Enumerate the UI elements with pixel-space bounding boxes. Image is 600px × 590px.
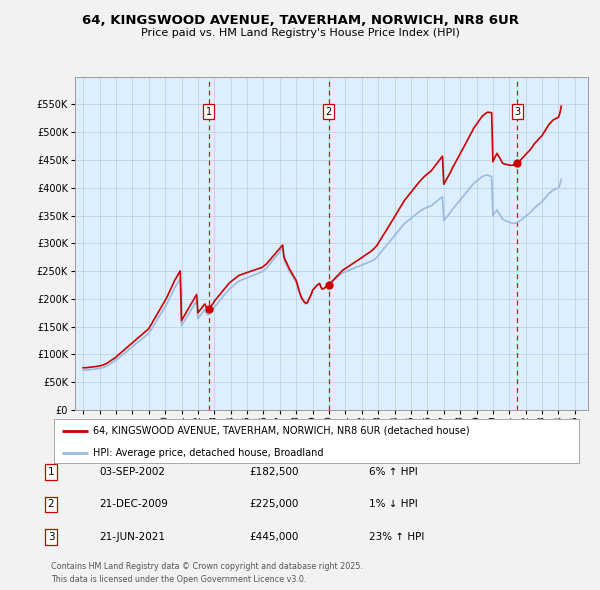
- Text: 03-SEP-2002: 03-SEP-2002: [99, 467, 165, 477]
- Text: £445,000: £445,000: [249, 532, 298, 542]
- Text: 1: 1: [206, 107, 212, 117]
- Text: 1: 1: [47, 467, 55, 477]
- Text: 2: 2: [47, 500, 55, 509]
- Text: Price paid vs. HM Land Registry's House Price Index (HPI): Price paid vs. HM Land Registry's House …: [140, 28, 460, 38]
- Text: 64, KINGSWOOD AVENUE, TAVERHAM, NORWICH, NR8 6UR (detached house): 64, KINGSWOOD AVENUE, TAVERHAM, NORWICH,…: [94, 426, 470, 436]
- Text: 1% ↓ HPI: 1% ↓ HPI: [369, 500, 418, 509]
- Text: 2: 2: [325, 107, 332, 117]
- Text: £225,000: £225,000: [249, 500, 298, 509]
- Text: Contains HM Land Registry data © Crown copyright and database right 2025.: Contains HM Land Registry data © Crown c…: [51, 562, 363, 571]
- Text: 21-DEC-2009: 21-DEC-2009: [99, 500, 168, 509]
- Text: 64, KINGSWOOD AVENUE, TAVERHAM, NORWICH, NR8 6UR: 64, KINGSWOOD AVENUE, TAVERHAM, NORWICH,…: [82, 14, 518, 27]
- Text: £182,500: £182,500: [249, 467, 299, 477]
- Text: 6% ↑ HPI: 6% ↑ HPI: [369, 467, 418, 477]
- Text: This data is licensed under the Open Government Licence v3.0.: This data is licensed under the Open Gov…: [51, 575, 307, 584]
- Text: 23% ↑ HPI: 23% ↑ HPI: [369, 532, 424, 542]
- Text: 3: 3: [514, 107, 520, 117]
- Text: 3: 3: [47, 532, 55, 542]
- Text: 21-JUN-2021: 21-JUN-2021: [99, 532, 165, 542]
- Text: HPI: Average price, detached house, Broadland: HPI: Average price, detached house, Broa…: [94, 448, 324, 458]
